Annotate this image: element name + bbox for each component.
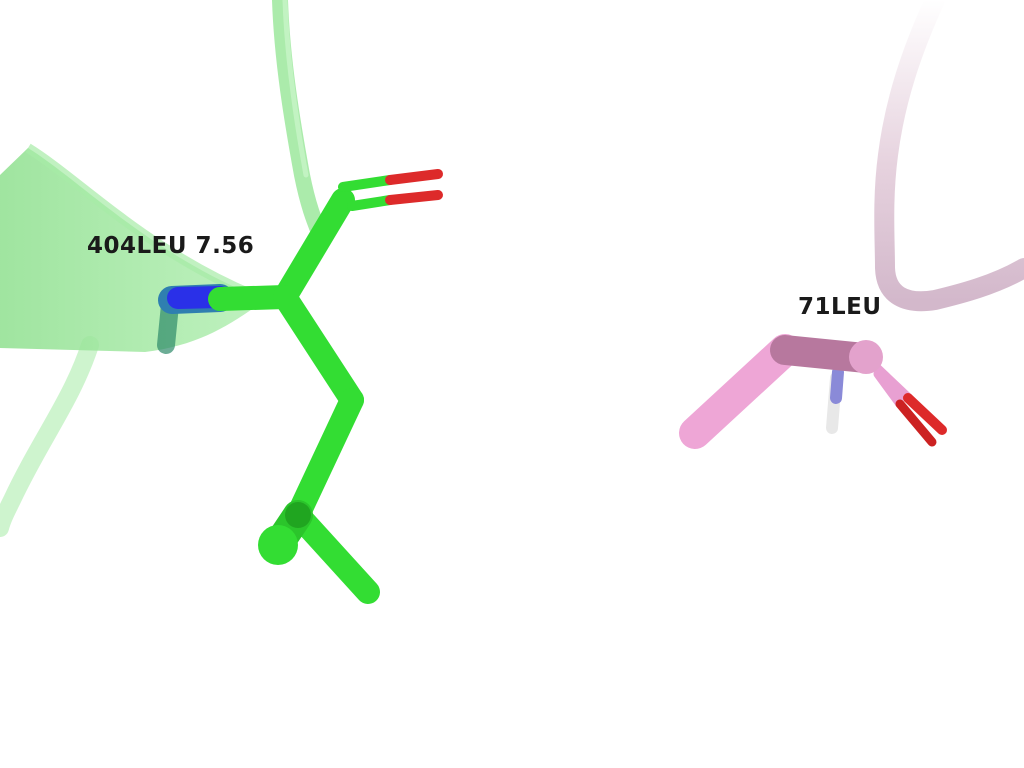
residue-label-green: 404LEU 7.56 xyxy=(87,233,255,259)
green-residue-sticks xyxy=(157,169,443,604)
green-chain-ribbon xyxy=(0,0,328,537)
pink-residue-sticks xyxy=(679,334,947,449)
pink-chain-ribbon xyxy=(874,0,1024,312)
residue-label-pink: 71LEU xyxy=(798,294,882,320)
green-helix-edge xyxy=(25,143,267,305)
